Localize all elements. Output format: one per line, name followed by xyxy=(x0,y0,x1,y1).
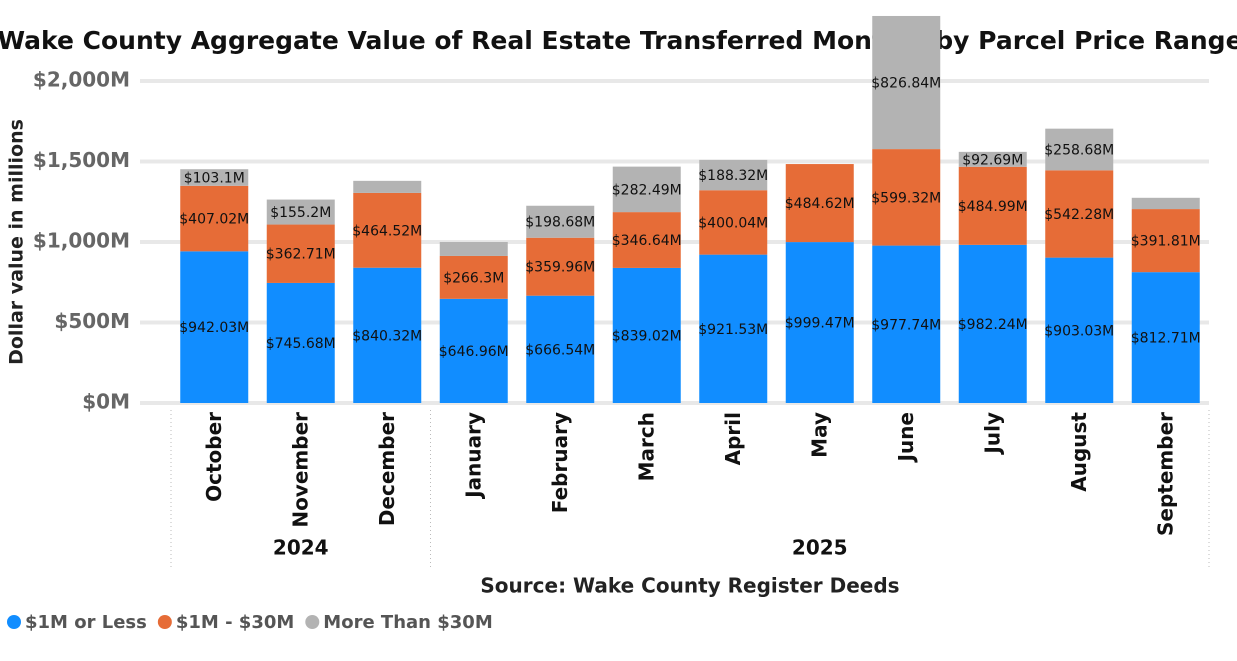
data-label: $155.2M xyxy=(270,205,331,221)
bar-segment xyxy=(266,224,335,283)
bar-segment xyxy=(872,15,941,150)
x-tick-label: March xyxy=(634,412,658,481)
data-label: $362.71M xyxy=(266,247,336,263)
bar-segment xyxy=(612,212,681,268)
x-tick-label: December xyxy=(375,412,399,526)
bar-segment xyxy=(1045,128,1114,171)
data-label: $840.32M xyxy=(352,328,422,344)
bar-segment xyxy=(439,298,508,403)
bar-segment xyxy=(180,251,249,403)
data-label: $999.47M xyxy=(785,316,855,332)
bar-segment xyxy=(1045,257,1114,403)
data-label: $812.71M xyxy=(1131,331,1201,347)
bar-segment xyxy=(699,254,768,403)
bar-segment xyxy=(266,282,335,403)
data-label: $666.54M xyxy=(525,342,595,358)
data-label: $542.28M xyxy=(1044,207,1114,223)
bar-segment xyxy=(180,185,249,252)
legend-label: $1M - $30M xyxy=(176,612,294,633)
bar-segment xyxy=(1131,272,1200,403)
data-label: $188.32M xyxy=(698,168,768,184)
bar-segment xyxy=(353,267,422,403)
data-label: $977.74M xyxy=(871,317,941,333)
data-label: $400.04M xyxy=(698,215,768,231)
bar-segment xyxy=(958,244,1027,403)
data-label: $982.24M xyxy=(958,317,1028,333)
x-tick-label: May xyxy=(807,412,831,458)
legend-marker xyxy=(157,615,172,629)
legend-marker xyxy=(7,615,21,629)
bar-segment xyxy=(180,169,249,186)
bar-segment xyxy=(872,245,941,403)
chart-title: Wake County Aggregate Value of Real Esta… xyxy=(0,26,1237,55)
data-label: $745.68M xyxy=(266,336,336,352)
bar-segment xyxy=(699,159,768,191)
y-axis-label: Dollar value in millions xyxy=(6,119,28,365)
bar-segment xyxy=(958,166,1027,245)
bar-segment xyxy=(1131,209,1200,273)
x-axis-label: Source: Wake County Register Deeds xyxy=(480,574,899,598)
bar-segment xyxy=(1131,197,1200,210)
year-label: 2024 xyxy=(273,536,329,560)
data-label: $484.62M xyxy=(785,196,855,212)
bar-segment xyxy=(526,205,595,238)
data-label: $826.84M xyxy=(871,76,941,92)
data-label: $942.03M xyxy=(179,320,249,336)
data-label: $103.1M xyxy=(184,171,245,187)
bar-segment xyxy=(526,295,595,403)
y-tick-label: $500M xyxy=(54,309,130,333)
bar-segment xyxy=(612,267,681,403)
bar-segment xyxy=(785,164,854,243)
data-label: $839.02M xyxy=(612,328,682,344)
bar-segment xyxy=(1045,170,1114,258)
legend-label: More Than $30M xyxy=(323,612,492,633)
data-label: $346.64M xyxy=(612,233,682,249)
data-label: $464.52M xyxy=(352,223,422,239)
bar-segment xyxy=(785,242,854,403)
bar-segment xyxy=(872,149,941,246)
data-label: $258.68M xyxy=(1044,142,1114,158)
x-tick-label: June xyxy=(894,412,918,463)
data-label: $903.03M xyxy=(1044,323,1114,339)
x-tick-label: August xyxy=(1067,412,1091,492)
bar-segment xyxy=(439,255,508,299)
bar-segment xyxy=(612,166,681,213)
data-label: $391.81M xyxy=(1131,234,1201,250)
legend-label: $1M or Less xyxy=(25,612,147,633)
data-label: $92.69M xyxy=(962,152,1023,168)
x-tick-label: January xyxy=(461,412,485,500)
year-label: 2025 xyxy=(792,536,848,560)
x-tick-label: September xyxy=(1153,412,1177,536)
bar-segment xyxy=(958,151,1027,167)
x-tick-label: April xyxy=(721,412,745,465)
data-label: $282.49M xyxy=(612,182,682,198)
data-label: $921.53M xyxy=(698,322,768,338)
y-tick-label: $2,000M xyxy=(33,68,130,92)
x-tick-label: February xyxy=(548,412,572,513)
y-tick-label: $1,500M xyxy=(33,148,130,172)
bar-segment xyxy=(699,190,768,255)
x-tick-label: November xyxy=(288,412,312,528)
legend-marker xyxy=(305,615,320,629)
y-tick-label: $1,000M xyxy=(33,229,130,253)
bar-segment xyxy=(526,237,595,296)
data-label: $646.96M xyxy=(439,344,509,360)
data-label: $266.3M xyxy=(443,270,504,286)
bar-segment xyxy=(266,199,335,225)
data-label: $599.32M xyxy=(871,190,941,206)
y-tick-label: $0M xyxy=(82,390,130,414)
bar-segment xyxy=(353,192,422,268)
x-tick-label: July xyxy=(980,412,1004,456)
data-label: $484.99M xyxy=(958,199,1028,215)
x-tick-label: October xyxy=(202,412,226,502)
bar-segment xyxy=(353,180,422,193)
data-label: $359.96M xyxy=(525,260,595,276)
data-label: $407.02M xyxy=(179,212,249,228)
bar-segment xyxy=(439,241,508,256)
data-label: $198.68M xyxy=(525,215,595,231)
